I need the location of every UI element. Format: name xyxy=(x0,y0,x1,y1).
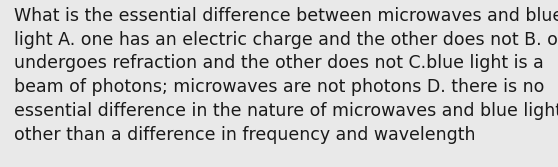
Text: What is the essential difference between microwaves and blue
light A. one has an: What is the essential difference between… xyxy=(14,7,558,144)
